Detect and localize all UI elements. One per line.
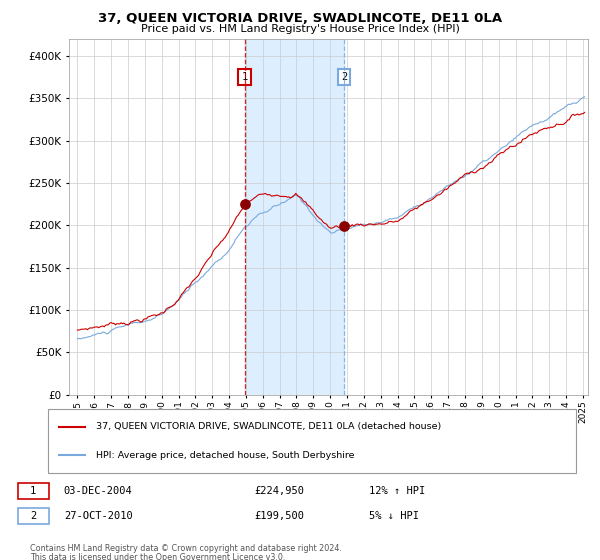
Text: 12% ↑ HPI: 12% ↑ HPI <box>369 486 425 496</box>
Text: 5% ↓ HPI: 5% ↓ HPI <box>369 511 419 521</box>
Point <box>240 200 250 209</box>
FancyBboxPatch shape <box>48 409 576 473</box>
FancyBboxPatch shape <box>18 483 49 500</box>
Text: 27-OCT-2010: 27-OCT-2010 <box>64 511 133 521</box>
Text: Price paid vs. HM Land Registry's House Price Index (HPI): Price paid vs. HM Land Registry's House … <box>140 24 460 34</box>
Text: 2: 2 <box>30 511 37 521</box>
Text: HPI: Average price, detached house, South Derbyshire: HPI: Average price, detached house, Sout… <box>95 451 354 460</box>
Text: 37, QUEEN VICTORIA DRIVE, SWADLINCOTE, DE11 0LA (detached house): 37, QUEEN VICTORIA DRIVE, SWADLINCOTE, D… <box>95 422 441 431</box>
FancyBboxPatch shape <box>18 507 49 524</box>
Text: 2: 2 <box>341 72 347 82</box>
Text: 37, QUEEN VICTORIA DRIVE, SWADLINCOTE, DE11 0LA: 37, QUEEN VICTORIA DRIVE, SWADLINCOTE, D… <box>98 12 502 25</box>
Text: Contains HM Land Registry data © Crown copyright and database right 2024.: Contains HM Land Registry data © Crown c… <box>30 544 342 553</box>
Text: 1: 1 <box>30 486 37 496</box>
Text: This data is licensed under the Open Government Licence v3.0.: This data is licensed under the Open Gov… <box>30 553 286 560</box>
Text: £224,950: £224,950 <box>254 486 304 496</box>
Text: 03-DEC-2004: 03-DEC-2004 <box>64 486 133 496</box>
Bar <box>245 39 344 395</box>
Point <box>340 221 349 230</box>
Text: 1: 1 <box>241 72 248 82</box>
Text: £199,500: £199,500 <box>254 511 304 521</box>
